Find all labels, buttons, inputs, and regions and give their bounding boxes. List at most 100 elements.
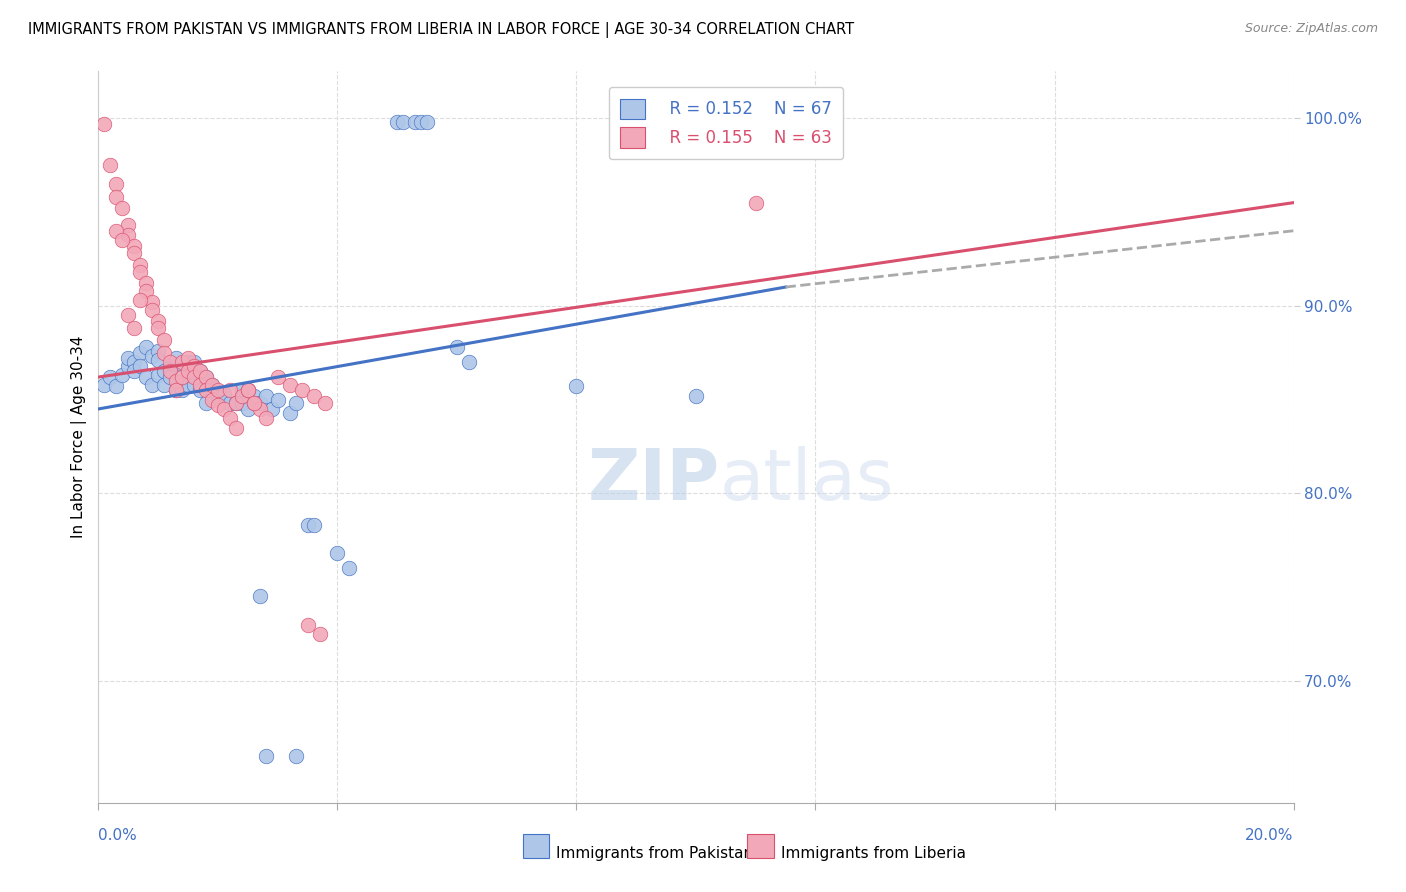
Point <box>111 201 134 215</box>
Point <box>219 396 242 410</box>
Point <box>236 383 259 397</box>
Point <box>188 364 211 378</box>
Point <box>249 396 271 410</box>
Point <box>243 396 266 410</box>
Point <box>745 195 768 210</box>
Point <box>339 561 361 575</box>
Point <box>302 518 325 533</box>
Point <box>236 383 259 397</box>
Point <box>207 389 229 403</box>
Point <box>177 377 200 392</box>
Point <box>278 406 301 420</box>
Point <box>254 411 277 425</box>
Point <box>195 370 218 384</box>
Y-axis label: In Labor Force | Age 30-34: In Labor Force | Age 30-34 <box>72 335 87 539</box>
Point <box>254 748 277 763</box>
Point <box>172 383 194 397</box>
Point <box>111 368 134 383</box>
Point <box>685 389 707 403</box>
Point <box>141 295 163 310</box>
Point <box>177 364 200 378</box>
Point <box>148 314 170 328</box>
Point <box>302 389 325 403</box>
Point <box>177 351 200 366</box>
Point <box>135 370 157 384</box>
Point <box>159 360 181 375</box>
Point <box>278 377 301 392</box>
Point <box>105 224 128 238</box>
Point <box>93 377 115 392</box>
Point <box>159 370 181 384</box>
Point <box>159 355 181 369</box>
Point <box>183 377 205 392</box>
Point <box>98 158 122 172</box>
Point <box>260 401 283 416</box>
Point <box>267 370 290 384</box>
Text: 0.0%: 0.0% <box>98 828 138 843</box>
Point <box>148 321 170 335</box>
Point <box>153 377 176 392</box>
Point <box>225 396 247 410</box>
Point <box>458 355 481 369</box>
Point <box>212 401 235 416</box>
Point <box>135 277 157 291</box>
Point <box>446 340 468 354</box>
Text: atlas: atlas <box>720 447 894 516</box>
Point <box>411 115 433 129</box>
Point <box>183 370 205 384</box>
Point <box>212 387 235 401</box>
Point <box>195 383 218 397</box>
Point <box>315 396 337 410</box>
Point <box>117 227 139 242</box>
Point <box>135 284 157 298</box>
Point <box>129 293 152 308</box>
Point <box>117 351 139 366</box>
Point <box>141 302 163 317</box>
Text: IMMIGRANTS FROM PAKISTAN VS IMMIGRANTS FROM LIBERIA IN LABOR FORCE | AGE 30-34 C: IMMIGRANTS FROM PAKISTAN VS IMMIGRANTS F… <box>28 22 855 38</box>
Point <box>117 308 139 322</box>
Point <box>326 546 349 560</box>
Point <box>148 343 170 358</box>
Point <box>188 377 211 392</box>
Point <box>165 374 187 388</box>
Point <box>165 351 187 366</box>
Point <box>153 345 176 359</box>
Point <box>135 340 157 354</box>
Point <box>183 359 205 373</box>
Point <box>105 190 128 204</box>
Point <box>129 359 152 373</box>
Point <box>141 350 163 364</box>
Point <box>225 420 247 434</box>
Point <box>117 218 139 232</box>
Point <box>124 239 146 253</box>
Point <box>231 389 253 403</box>
Point <box>124 364 146 378</box>
Point <box>297 518 319 533</box>
Point <box>284 396 307 410</box>
Point <box>188 364 211 378</box>
Point <box>565 379 588 393</box>
Point <box>141 377 163 392</box>
Point <box>124 246 146 260</box>
Point <box>404 115 426 129</box>
Bar <box>748 834 773 858</box>
Point <box>291 383 314 397</box>
Point <box>243 396 266 410</box>
Point <box>105 177 128 191</box>
Text: Source: ZipAtlas.com: Source: ZipAtlas.com <box>1244 22 1378 36</box>
Point <box>308 627 330 641</box>
Bar <box>523 834 548 858</box>
Point <box>236 401 259 416</box>
Point <box>201 392 224 407</box>
Point <box>195 396 218 410</box>
Point <box>129 258 152 272</box>
Point <box>111 233 134 247</box>
Point <box>231 383 253 397</box>
Point <box>385 115 409 129</box>
Point <box>148 353 170 368</box>
Point <box>172 370 194 384</box>
Point <box>129 265 152 279</box>
Point <box>148 368 170 383</box>
Point <box>177 355 200 369</box>
Point <box>225 396 247 410</box>
